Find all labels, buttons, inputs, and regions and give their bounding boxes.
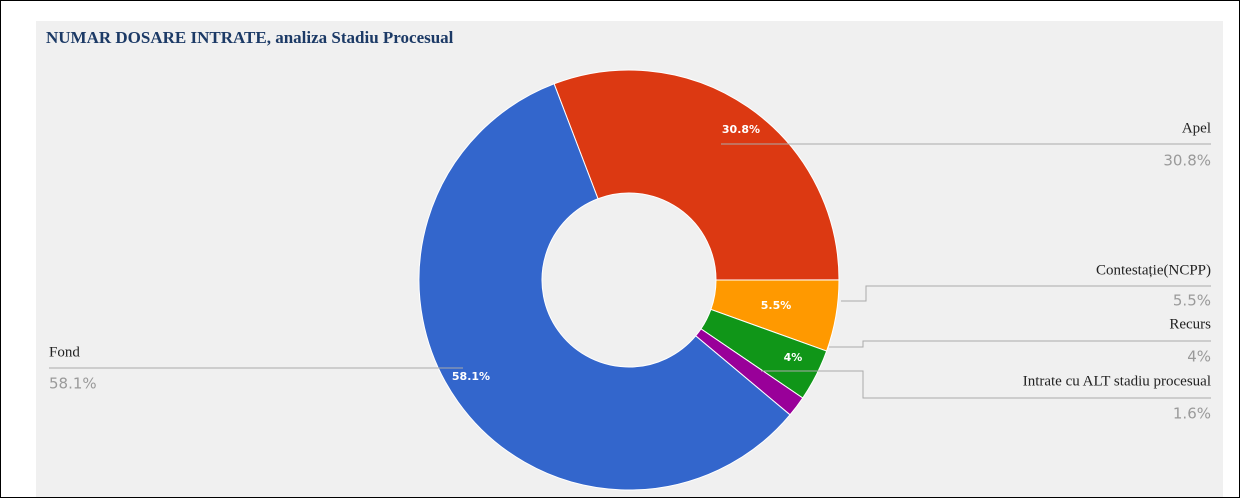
leader-line [829, 340, 1211, 348]
slice-label: Recurs [1169, 316, 1211, 332]
slice-percent: 1.6% [1173, 405, 1211, 423]
slice-percent: 58.1% [49, 375, 97, 393]
slice-percent: 4% [1187, 348, 1211, 366]
chart-title: NUMAR DOSARE INTRATE, analiza Stadiu Pro… [46, 28, 454, 47]
leader-line [841, 285, 1211, 302]
slice-label: Fond [49, 344, 80, 360]
inner-label: 58.1% [452, 370, 490, 383]
slice-label: Apel [1182, 120, 1211, 136]
inner-label: 30.8% [722, 123, 760, 136]
slice-percent: 30.8% [1163, 152, 1211, 170]
slice-percent: 5.5% [1173, 292, 1211, 310]
inner-label: 4% [784, 351, 803, 364]
leader-line [761, 370, 1211, 399]
inner-label: 5.5% [761, 299, 792, 312]
slice-label: Contestație(NCPP) [1096, 262, 1211, 278]
donut-slice [553, 69, 840, 281]
donut-slice [418, 83, 791, 491]
slice-label: Intrate cu ALT stadiu procesual [1023, 373, 1211, 389]
